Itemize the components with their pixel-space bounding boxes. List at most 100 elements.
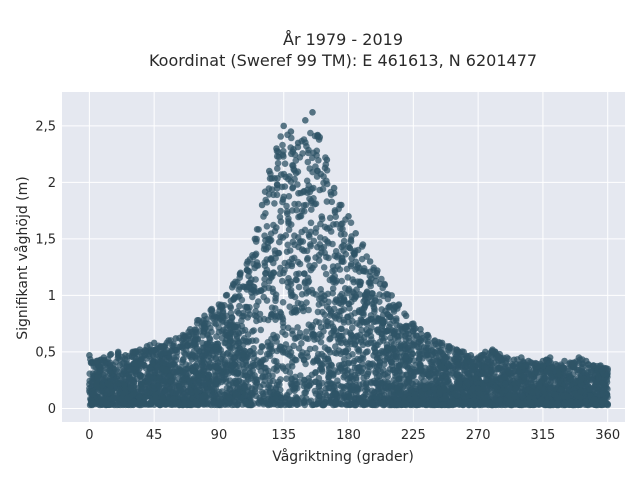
data-point xyxy=(420,371,427,378)
data-point xyxy=(332,343,339,350)
data-point xyxy=(309,154,316,162)
data-point xyxy=(269,377,277,385)
data-point xyxy=(234,384,242,392)
data-point xyxy=(299,238,307,245)
data-point xyxy=(604,370,611,377)
data-point xyxy=(312,291,320,298)
data-point xyxy=(296,260,304,268)
data-point xyxy=(154,363,161,371)
data-point xyxy=(511,380,519,388)
data-point xyxy=(290,165,297,173)
data-point xyxy=(331,209,339,216)
data-point xyxy=(332,390,340,397)
data-point xyxy=(599,367,606,375)
data-point xyxy=(382,383,390,391)
data-point xyxy=(294,234,302,241)
data-point xyxy=(317,286,325,293)
data-point xyxy=(340,319,348,326)
data-point xyxy=(169,395,177,403)
data-point xyxy=(308,206,315,213)
data-point xyxy=(285,193,293,200)
data-point xyxy=(177,343,184,350)
data-point xyxy=(257,326,265,334)
data-point xyxy=(378,275,385,283)
data-point xyxy=(265,372,272,380)
data-point xyxy=(481,382,488,390)
data-point xyxy=(173,387,180,394)
data-point xyxy=(328,198,336,206)
data-point xyxy=(319,185,327,193)
data-point xyxy=(292,276,300,284)
data-point xyxy=(325,365,333,372)
data-point xyxy=(288,376,296,383)
data-point xyxy=(171,361,179,369)
data-point xyxy=(405,334,412,342)
data-point xyxy=(273,358,280,365)
data-point xyxy=(222,363,230,371)
data-point xyxy=(311,336,318,343)
data-point xyxy=(274,175,281,182)
data-point xyxy=(359,360,366,368)
data-point xyxy=(598,380,606,388)
data-point xyxy=(253,357,261,364)
data-point xyxy=(325,373,332,381)
data-point xyxy=(407,385,414,392)
data-point xyxy=(167,378,175,385)
data-point xyxy=(213,314,220,321)
data-point xyxy=(404,364,412,372)
data-point xyxy=(285,220,292,227)
data-point xyxy=(316,241,324,248)
data-point xyxy=(156,401,164,409)
data-point xyxy=(231,293,239,301)
data-point xyxy=(253,317,260,325)
data-point xyxy=(227,309,235,317)
data-point xyxy=(332,315,339,322)
data-point xyxy=(400,399,407,407)
data-point xyxy=(577,376,585,383)
data-point xyxy=(387,383,395,390)
data-point xyxy=(336,308,343,315)
data-point xyxy=(468,365,476,373)
data-point xyxy=(317,170,325,178)
data-point xyxy=(603,376,610,384)
data-point xyxy=(192,398,200,406)
data-point xyxy=(436,374,443,382)
data-point xyxy=(291,241,298,249)
data-point xyxy=(363,379,370,387)
data-point xyxy=(512,364,520,372)
data-point xyxy=(358,326,366,334)
data-point xyxy=(249,293,256,301)
data-point xyxy=(378,387,385,395)
data-point xyxy=(350,382,358,390)
data-point xyxy=(307,219,315,227)
data-point xyxy=(321,292,328,300)
data-point xyxy=(263,199,271,206)
data-point xyxy=(368,399,376,407)
data-point xyxy=(588,368,595,376)
data-point xyxy=(280,323,287,331)
data-point xyxy=(417,366,425,373)
data-point xyxy=(410,357,418,364)
data-point xyxy=(181,381,189,388)
data-point xyxy=(586,386,593,393)
data-point xyxy=(496,396,504,404)
data-point xyxy=(519,381,526,388)
data-point xyxy=(347,260,355,268)
data-point xyxy=(360,393,367,400)
data-point xyxy=(293,384,301,392)
data-point xyxy=(278,400,286,407)
data-point xyxy=(321,236,329,243)
data-point xyxy=(393,367,401,374)
data-point xyxy=(267,230,275,237)
data-point xyxy=(303,299,310,306)
data-point xyxy=(352,292,360,300)
data-point xyxy=(345,300,353,308)
data-point xyxy=(298,340,305,347)
data-point xyxy=(209,398,217,405)
data-point xyxy=(284,241,292,249)
data-point xyxy=(266,345,273,353)
data-point xyxy=(286,303,294,311)
data-point xyxy=(340,392,348,399)
data-point xyxy=(500,365,508,373)
data-point xyxy=(388,359,396,366)
